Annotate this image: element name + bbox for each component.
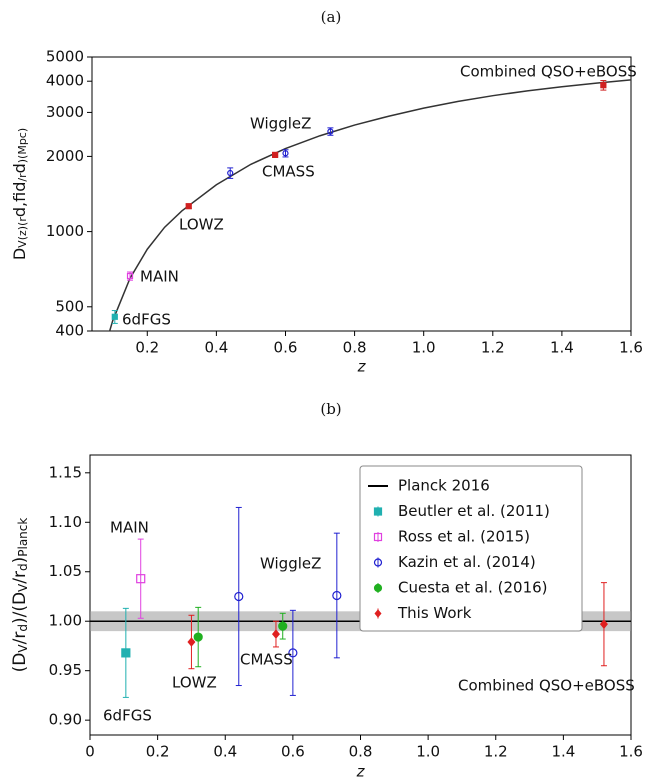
x-tick-label: 1.6 <box>619 743 643 761</box>
annotation: CMASS <box>240 651 293 669</box>
annotation: MAIN <box>140 268 179 286</box>
legend-marker <box>373 532 383 542</box>
y-axis-label-part: V(z)(r <box>16 217 29 248</box>
y-axis-label-part: d,fid <box>10 182 29 217</box>
x-tick-label: 1.2 <box>481 339 505 357</box>
data-point <box>271 629 280 639</box>
data-point <box>185 203 192 210</box>
data-point <box>599 619 608 629</box>
y-axis-label-part: /r <box>10 571 30 584</box>
y-tick-label: 2000 <box>46 147 84 165</box>
y-axis-label-part: )(Mpc) <box>16 128 29 163</box>
data-point <box>600 82 607 89</box>
legend-marker <box>373 507 383 516</box>
y-tick-label: 1.00 <box>49 612 82 630</box>
x-tick-label: 1.4 <box>550 339 574 357</box>
data-point <box>288 648 298 658</box>
annotation: 6dFGS <box>122 311 171 329</box>
x-tick-label: 0.6 <box>274 339 298 357</box>
x-tick-label: 0.8 <box>343 339 367 357</box>
y-axis-label-part: )/(D <box>10 592 30 624</box>
y-tick-label: 0.95 <box>49 661 82 679</box>
annotation: Combined QSO+eBOSS <box>460 63 637 81</box>
x-tick-label: 1.0 <box>412 339 436 357</box>
annotation: MAIN <box>110 519 149 537</box>
data-point <box>187 637 196 647</box>
x-tick-label: 1.6 <box>619 339 643 357</box>
data-point <box>234 591 244 602</box>
x-tick-label: 0 <box>85 743 95 761</box>
y-axis-label-part: ) <box>10 557 30 564</box>
x-axis-label: z <box>357 358 367 376</box>
legend-marker <box>374 609 382 618</box>
data-point <box>332 590 342 601</box>
y-axis-label: (DV/rd)/(DV/rd)Planck <box>10 518 30 673</box>
plot-area <box>108 79 631 331</box>
y-tick-label: 400 <box>55 322 84 340</box>
data-point <box>282 150 289 157</box>
y-tick-label: 3000 <box>46 103 84 121</box>
legend-label: Beutler et al. (2011) <box>398 502 550 520</box>
data-point <box>278 621 288 631</box>
plot-frame <box>91 56 632 332</box>
panel-title: (a) <box>321 8 342 26</box>
legend-marker <box>373 583 383 593</box>
x-tick-label: 0.4 <box>204 339 228 357</box>
data-point <box>126 272 134 280</box>
legend-label: Cuesta et al. (2016) <box>398 579 548 597</box>
legend-label: Planck 2016 <box>398 477 490 495</box>
y-tick-label: 4000 <box>46 72 84 90</box>
y-tick-label: 500 <box>55 297 84 315</box>
y-axis-label-part: /r <box>10 632 30 645</box>
y-axis-label-part: Planck <box>16 518 30 557</box>
panel-title: (b) <box>320 400 341 418</box>
annotation: CMASS <box>262 163 315 181</box>
x-tick-label: 0.2 <box>135 339 159 357</box>
legend-label: Kazin et al. (2014) <box>398 553 536 571</box>
data-point <box>272 151 279 158</box>
data-point <box>121 648 131 658</box>
y-tick-label: 1.10 <box>49 513 82 531</box>
annotation: WiggleZ <box>250 115 311 133</box>
model-curve <box>108 79 631 331</box>
x-tick-label: 0.8 <box>349 743 373 761</box>
x-tick-label: 1.4 <box>551 743 575 761</box>
y-axis-label-part: D <box>10 248 29 260</box>
x-axis-label: z <box>356 763 366 781</box>
x-tick-label: 1.0 <box>416 743 440 761</box>
x-tick-label: 1.2 <box>484 743 508 761</box>
y-axis-label-part: V <box>16 583 30 592</box>
y-axis-label-part: d <box>16 563 30 571</box>
y-axis-label-part: d <box>16 624 30 632</box>
data-point <box>193 632 203 642</box>
y-tick-label: 5000 <box>46 48 84 66</box>
legend-label: Ross et al. (2015) <box>398 528 530 546</box>
y-tick-label: 1000 <box>46 222 84 240</box>
annotation: WiggleZ <box>260 555 321 573</box>
legend-box <box>359 465 583 632</box>
y-axis-label-part: V <box>16 644 30 653</box>
x-tick-label: 0.2 <box>146 743 170 761</box>
annotation: LOWZ <box>172 674 217 692</box>
legend-marker <box>373 558 383 567</box>
y-axis-label-part: d <box>10 163 29 173</box>
annotation: LOWZ <box>179 216 224 234</box>
legend-label: This Work <box>397 604 472 622</box>
y-tick-label: 1.15 <box>49 463 82 481</box>
y-axis-label: DV(z)(rd,fid/rd)(Mpc) <box>10 128 30 260</box>
y-tick-label: 0.90 <box>49 711 82 729</box>
annotation: 6dFGS <box>103 707 152 725</box>
y-axis-label-part: /r <box>16 173 29 182</box>
data-point <box>227 169 234 177</box>
x-tick-label: 0.4 <box>213 743 237 761</box>
y-tick-label: 1.05 <box>49 562 82 580</box>
data-point <box>327 128 334 135</box>
annotation: Combined QSO+eBOSS <box>458 677 635 695</box>
data-point <box>111 313 118 320</box>
x-tick-label: 0.6 <box>281 743 305 761</box>
data-point <box>136 574 146 584</box>
y-axis-label-part: (D <box>10 653 30 673</box>
